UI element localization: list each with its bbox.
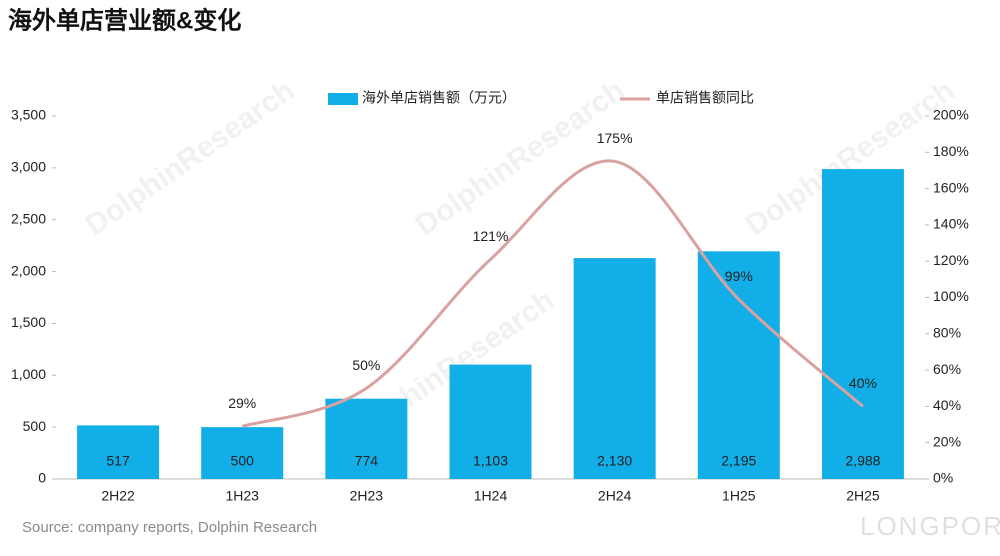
legend-label: 单店销售额同比 (656, 90, 754, 106)
y-tick-label: 1,000 (11, 366, 46, 382)
bar (325, 398, 408, 479)
y2-tick-label: 140% (933, 216, 969, 232)
bar (573, 258, 656, 479)
y2-tick-label: 180% (933, 143, 969, 159)
x-tick-label: 1H24 (474, 488, 508, 504)
y2-tick-label: 60% (933, 361, 961, 377)
line-value-label: 121% (473, 228, 509, 244)
legend-swatch (328, 93, 358, 105)
y-tick-label: 500 (23, 418, 47, 434)
line (241, 159, 864, 428)
y2-tick-label: 100% (933, 288, 969, 304)
brand-watermark: LONGPORT (860, 511, 1000, 541)
y-tick-label: 3,500 (11, 107, 46, 123)
y2-tick-label: 20% (933, 433, 961, 449)
bar (77, 425, 160, 479)
y2-tick-label: 160% (933, 179, 969, 195)
y2-tick-label: 0% (933, 470, 953, 486)
bar-value-label: 1,103 (473, 453, 508, 469)
y-tick-label: 2,500 (11, 210, 46, 226)
y-tick-label: 2,000 (11, 262, 46, 278)
bar (821, 169, 904, 479)
x-tick-label: 2H25 (846, 488, 880, 504)
x-tick-label: 2H24 (598, 488, 632, 504)
y-tick-label: 3,000 (11, 159, 46, 175)
line-value-label: 99% (725, 268, 753, 284)
legend-label: 海外单店销售额（万元） (362, 90, 516, 106)
bar-value-label: 500 (231, 453, 255, 469)
source-note: Source: company reports, Dolphin Researc… (22, 519, 317, 536)
y-tick-label: 0 (38, 470, 46, 486)
bar-value-label: 2,130 (597, 453, 632, 469)
line-value-label: 40% (849, 375, 877, 391)
bar (449, 364, 532, 479)
x-tick-label: 1H23 (225, 488, 259, 504)
x-tick-label: 2H23 (350, 488, 384, 504)
y-tick-label: 1,500 (11, 314, 46, 330)
y2-tick-label: 40% (933, 397, 961, 413)
bar-value-label: 517 (106, 453, 130, 469)
bar (697, 251, 780, 479)
y2-tick-label: 200% (933, 107, 969, 123)
watermark: DolphinResearch (80, 74, 301, 243)
line-value-label: 50% (352, 357, 380, 373)
bar-value-label: 2,195 (721, 453, 756, 469)
x-tick-label: 1H25 (722, 488, 756, 504)
line-value-label: 175% (597, 130, 633, 146)
bar-value-label: 2,988 (845, 453, 880, 469)
bar (201, 427, 284, 479)
chart-title: 海外单店营业额&变化 (8, 6, 241, 34)
y2-tick-label: 120% (933, 252, 969, 268)
y2-tick-label: 80% (933, 325, 961, 341)
bar-value-label: 774 (355, 453, 379, 469)
line-value-label: 29% (228, 395, 256, 411)
x-tick-label: 2H22 (101, 488, 135, 504)
